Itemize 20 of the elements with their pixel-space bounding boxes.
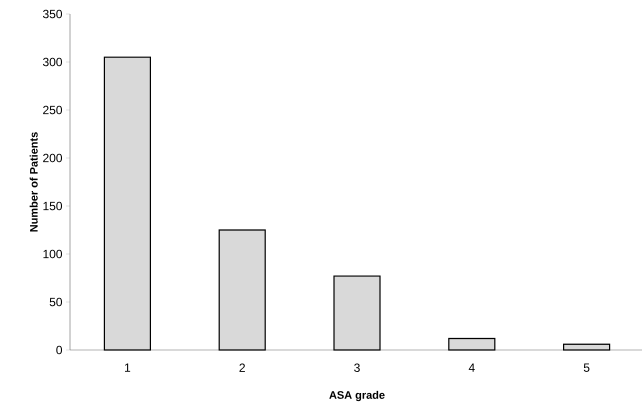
x-axis-title: ASA grade — [329, 390, 385, 402]
y-tick-label: 100 — [43, 250, 62, 258]
y-axis-title: Number of Patients — [30, 132, 38, 232]
y-tick-label: 300 — [42, 58, 62, 66]
bar — [333, 275, 381, 351]
y-tick-label: 250 — [43, 106, 62, 114]
bar — [563, 344, 610, 351]
y-tick-label: 200 — [43, 154, 62, 162]
x-tick-label: 1 — [124, 364, 130, 372]
y-tick-label: 150 — [43, 202, 62, 210]
x-tick-label: 4 — [468, 364, 475, 372]
x-tick-label: 3 — [354, 364, 360, 372]
y-tick-label: 50 — [50, 298, 62, 306]
bar — [104, 56, 152, 351]
bar — [218, 229, 266, 351]
y-tick-label: 0 — [56, 346, 62, 354]
x-tick-label: 2 — [239, 364, 245, 372]
bar — [448, 338, 496, 351]
x-tick-label: 5 — [584, 364, 590, 372]
y-tick-label: 350 — [42, 10, 62, 18]
